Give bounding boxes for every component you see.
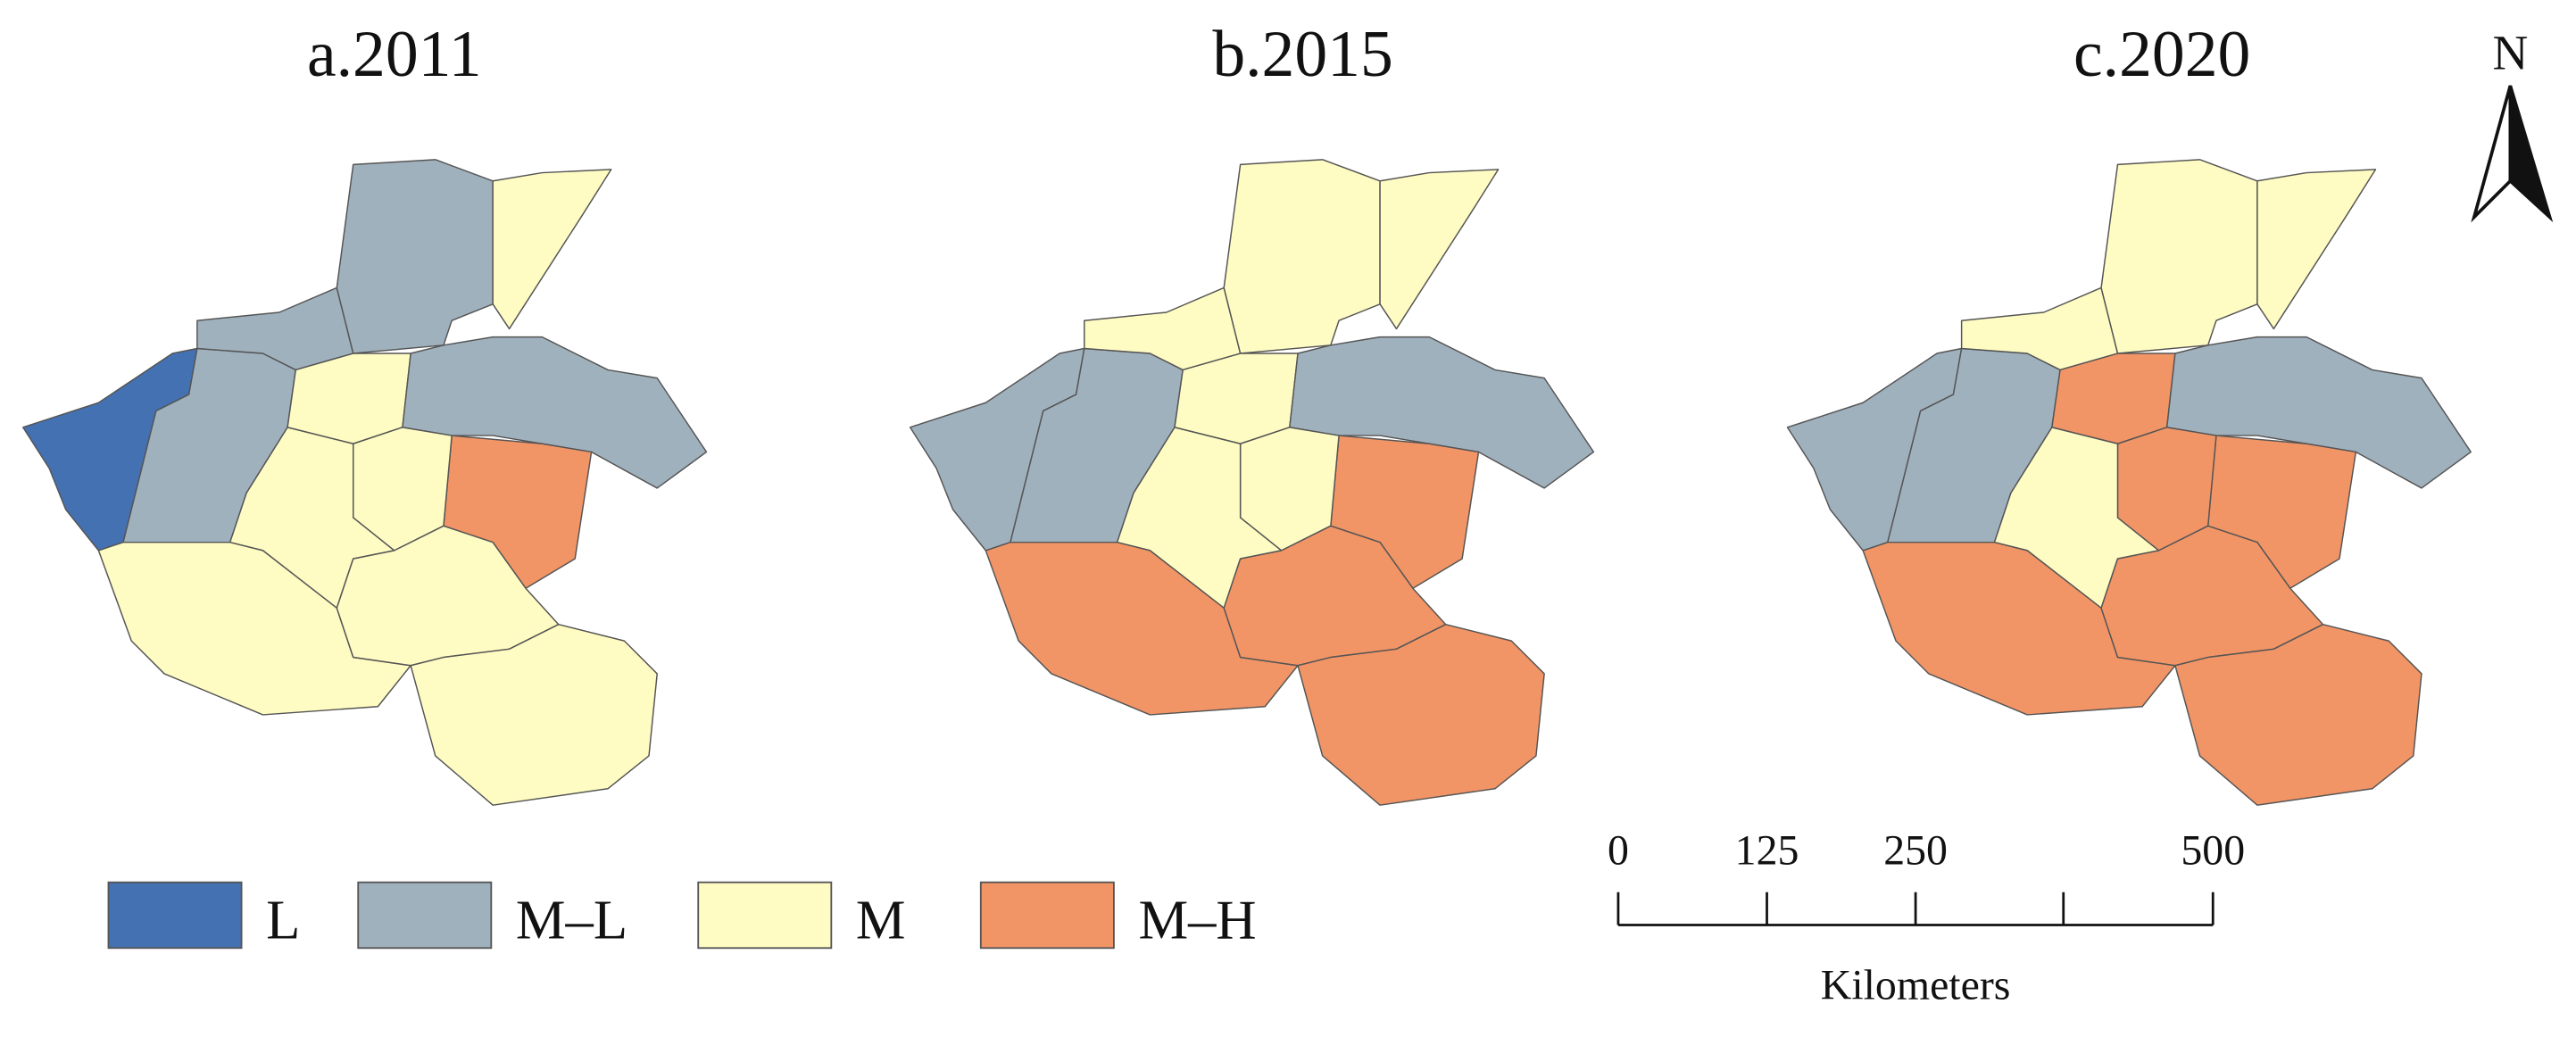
north-arrow: N [2471,26,2554,223]
region [2174,623,2422,806]
panel-title: b.2015 [1212,17,1392,90]
legend-swatch [979,881,1115,950]
scale-bar: 0 125 250 500 Kilometers [1608,826,2245,1008]
region [2256,169,2377,330]
legend-label: M–H [1139,888,1257,950]
legend: L M–L M M–H [107,881,1257,950]
scale-unit: Kilometers [1821,961,2011,1008]
region [1223,525,1447,667]
region [336,525,560,667]
legend-swatch [697,881,833,950]
region [2100,159,2258,354]
region [1223,159,1381,354]
legend-label: M–L [516,888,627,950]
region [336,159,494,354]
legend-label: L [266,888,300,950]
map-panel [909,159,1595,806]
scale-tick-label: 0 [1608,826,1629,874]
panel-title: a.2011 [307,17,482,90]
region [410,623,658,806]
scale-tick-label: 125 [1735,826,1799,874]
legend-swatch [107,881,243,950]
north-label: N [2492,26,2528,80]
region [492,169,612,330]
legend-label: M [856,888,906,950]
map-panel [1786,159,2472,806]
scale-tick-label: 250 [1883,826,1948,874]
panel-title: c.2020 [2073,17,2250,90]
map-panel [22,159,708,806]
arrow-right [2508,85,2554,223]
region [2100,525,2324,667]
arrow-left [2471,85,2513,223]
region [1297,623,1545,806]
maps: a.2011 b.2015 c.2020 [22,17,2472,806]
scale-tick-label: 500 [2181,826,2245,874]
legend-swatch [357,881,493,950]
region [1379,169,1500,330]
